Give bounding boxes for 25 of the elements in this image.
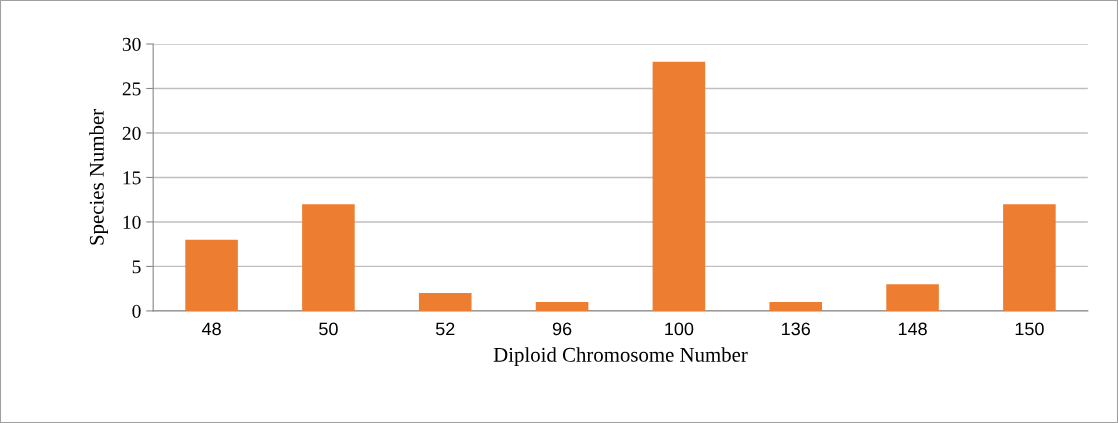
x-tick-label: 136 — [782, 322, 811, 336]
bar — [652, 61, 706, 311]
y-axis-title: Species Number — [89, 109, 109, 245]
bar — [535, 302, 589, 311]
y-tick-label: 0 — [132, 304, 141, 318]
x-axis-title: Diploid Chromosome Number — [493, 347, 748, 367]
x-tick-label: 52 — [435, 322, 455, 336]
bar — [418, 293, 472, 311]
x-tick-label: 96 — [552, 322, 572, 336]
y-tick-label: 25 — [122, 82, 141, 96]
y-tick-label: 10 — [123, 215, 141, 229]
y-tick-label: 15 — [123, 171, 141, 185]
x-tick-label: 148 — [898, 322, 927, 336]
bar — [769, 302, 823, 311]
x-tick-label: 150 — [1015, 322, 1044, 336]
bar — [886, 284, 939, 311]
x-tick-label: 50 — [319, 322, 338, 336]
bar — [185, 239, 238, 311]
y-tick-label: 20 — [122, 126, 141, 140]
bar — [302, 204, 355, 311]
x-tick-label: 100 — [665, 322, 694, 336]
y-tick-label: 5 — [132, 260, 141, 274]
y-tick-label: 30 — [122, 37, 141, 51]
bar — [1003, 204, 1056, 311]
x-tick-label: 48 — [201, 322, 221, 336]
